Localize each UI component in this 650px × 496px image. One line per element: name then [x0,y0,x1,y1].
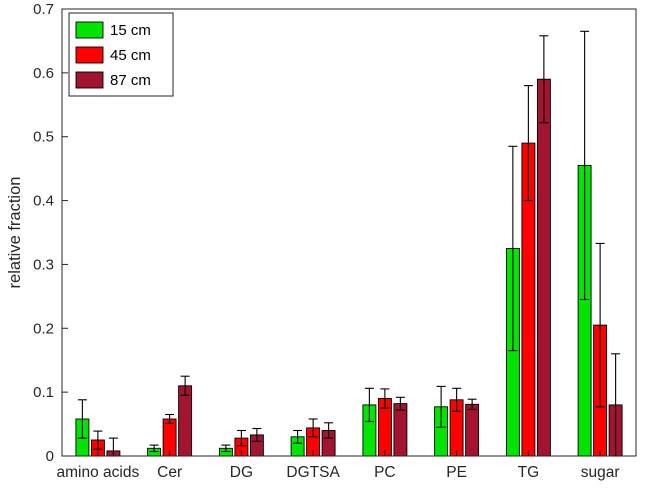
error-bar [293,429,303,444]
x-axis: amino acids Cer DG DGTSA PC PE TG sugar [57,450,620,481]
legend: 15 cm 45 cm 87 cm [68,12,174,97]
bar-cer-87cm [178,385,193,457]
error-bar [539,35,549,124]
y-tick-label: 0.3 [33,256,54,273]
error-bar [380,388,390,409]
error-bar [180,375,190,396]
y-tick-label: 0.1 [33,384,54,401]
error-bar [324,422,334,439]
error-bar [221,444,231,453]
error-bar [395,396,405,411]
error-bar [452,387,462,412]
error-bars [77,30,621,457]
y-tick-label: 0.7 [33,1,54,18]
legend-label: 87 cm [110,72,151,89]
error-bar [308,418,318,438]
error-bar [508,145,518,352]
y-tick-label: 0.4 [33,193,54,210]
error-bar [364,387,374,423]
y-axis-title: relative fraction [6,177,24,289]
error-bar [236,429,246,447]
bars [75,78,623,457]
error-bar [580,30,590,301]
error-bar [93,430,103,450]
legend-swatch-87cm [75,71,104,89]
legend-swatch-15cm [75,21,104,39]
x-tick-label: PC [374,464,396,481]
error-bar [77,399,87,439]
y-axis: 0 0.1 0.2 0.3 0.4 0.5 0.6 0.7 [33,1,68,465]
y-tick-label: 0.5 [33,129,54,146]
legend-label: 15 cm [110,22,151,39]
error-bar [436,385,446,428]
legend-swatch-45cm [75,46,104,64]
bar-pc-87cm [393,403,408,457]
bar-pe-87cm [465,403,480,457]
y-tick-label: 0 [46,448,54,465]
x-tick-label: Cer [157,464,182,481]
error-bar [467,398,477,410]
error-bar [252,427,262,442]
error-bar [165,413,175,424]
x-tick-label: amino acids [57,464,140,481]
x-tick-label: sugar [581,464,620,481]
x-tick-label: DG [230,464,253,481]
x-tick-label: TG [518,464,540,481]
axes-box [61,8,637,457]
error-bar [523,85,533,202]
y-tick-label: 0.6 [33,65,54,82]
error-bar [595,242,605,408]
error-bar [149,444,159,453]
bar-tg-87cm [536,78,551,457]
x-tick-label: DGTSA [286,464,340,481]
y-tick-label: 0.2 [33,320,54,337]
legend-label: 45 cm [110,47,151,64]
x-tick-label: PE [446,464,467,481]
